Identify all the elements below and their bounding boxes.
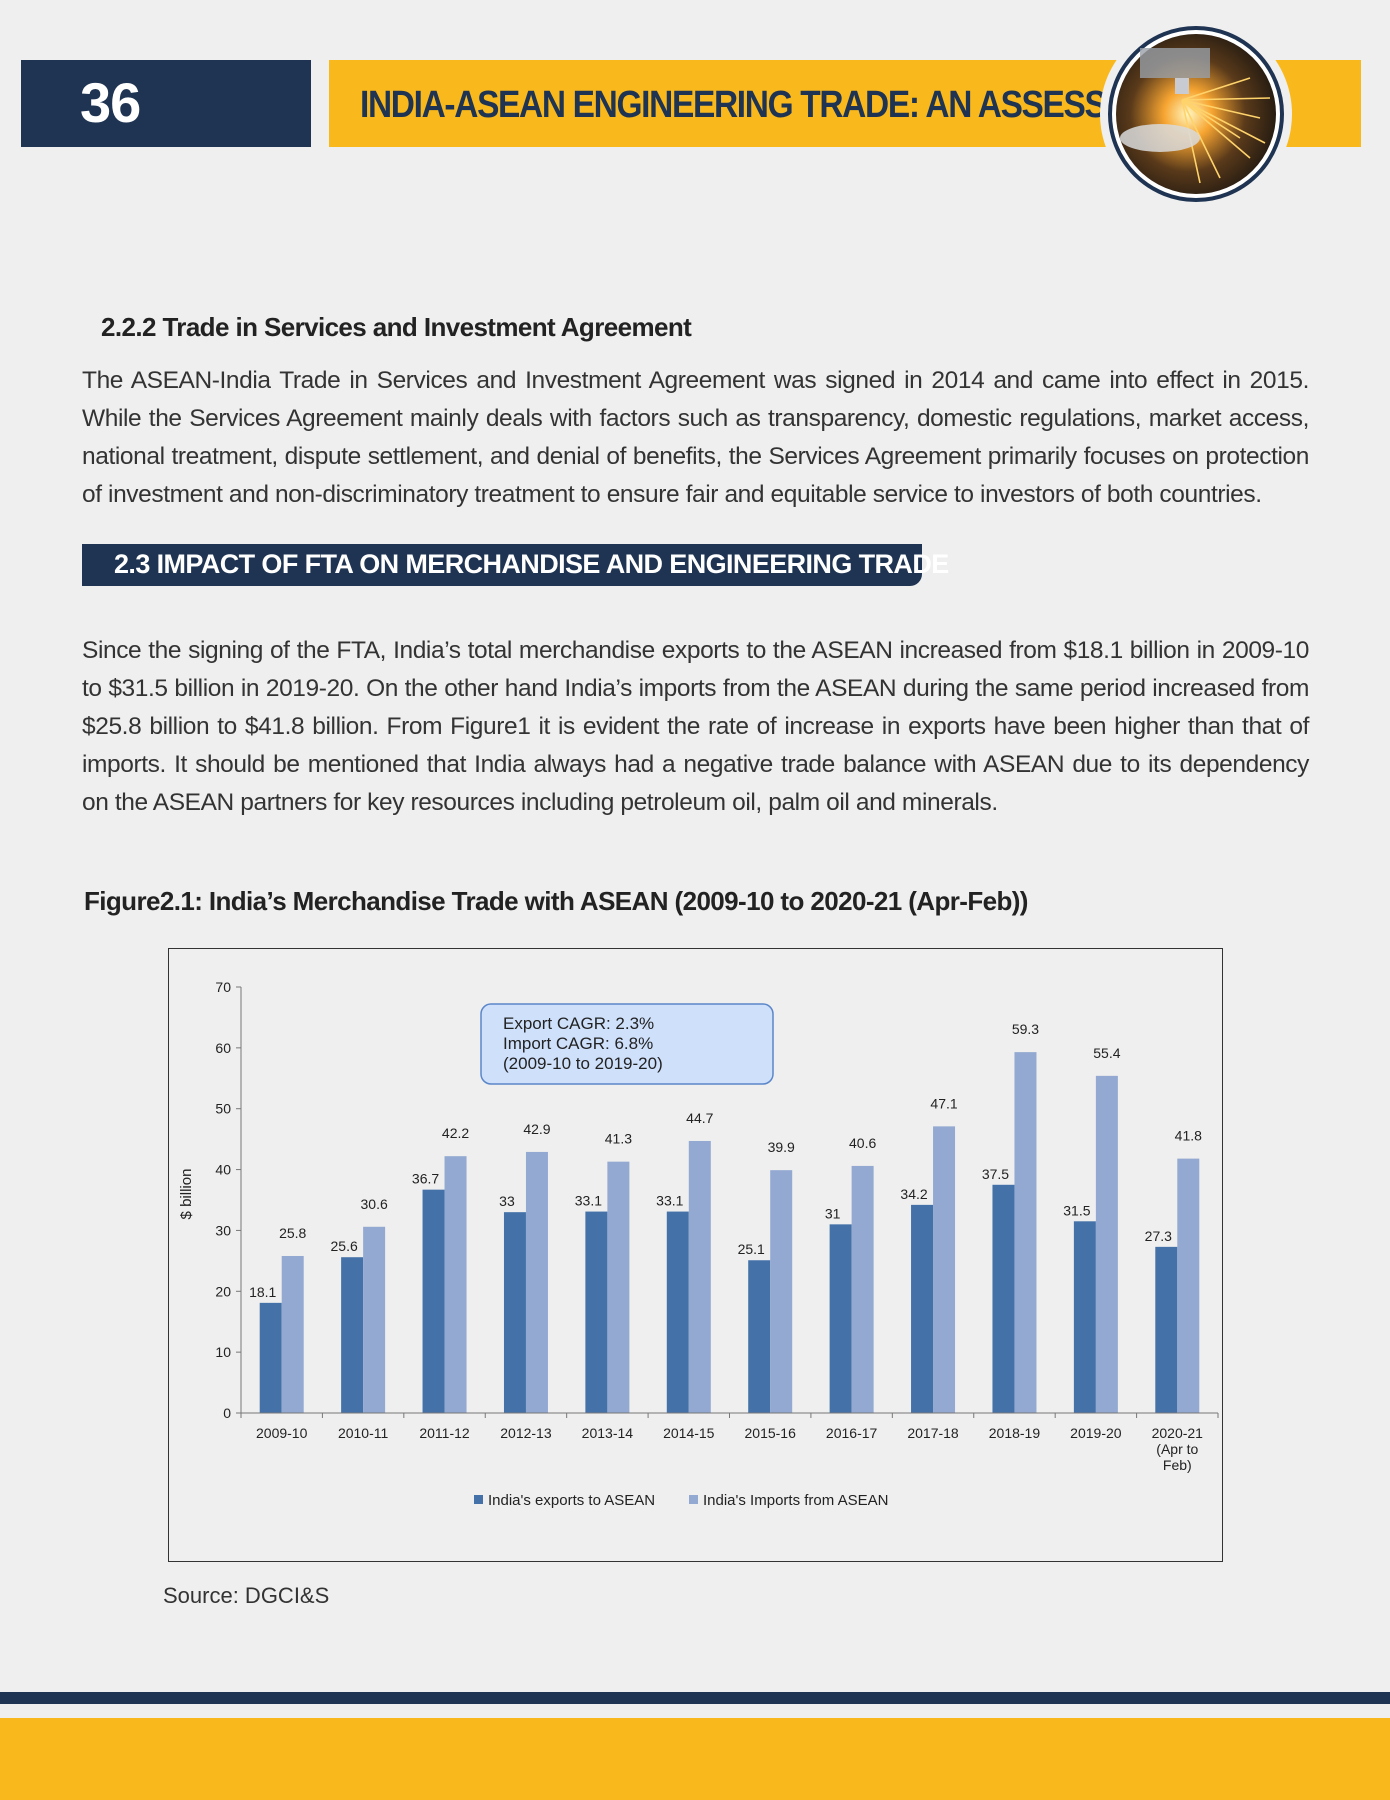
figure-source: Source: DGCI&S <box>163 1583 330 1608</box>
section-body-2-2-2: The ASEAN-India Trade in Services and In… <box>82 367 1309 508</box>
x-tick-label: Feb) <box>1163 1457 1192 1473</box>
export-bar <box>503 1212 526 1413</box>
page-number: 36 <box>80 71 141 134</box>
data-label: 31 <box>825 1205 841 1221</box>
export-bar <box>911 1204 934 1413</box>
import-bar <box>688 1140 711 1413</box>
import-bar <box>851 1165 874 1413</box>
x-tick-label: 2009-10 <box>256 1425 308 1441</box>
bar-series: 18.1 25.8 25.6 30.6 36.7 42.2 33 42.9 33.1 41.3 33… <box>249 1021 1202 1413</box>
annotation-line: Import CAGR: 6.8% <box>503 1034 653 1053</box>
x-tick-label: (Apr to <box>1156 1441 1198 1457</box>
figure-title: Figure2.1: India’s Merchandise Trade wit… <box>84 886 1028 916</box>
data-label: 44.7 <box>686 1110 713 1126</box>
x-tick-label: 2017-18 <box>907 1425 959 1441</box>
export-bar <box>422 1189 445 1413</box>
x-axis: 2009-10 2010-11 2011-12 2012-13 2013-14 2014-… <box>240 1412 1219 1473</box>
page-title: INDIA-ASEAN ENGINEERING TRADE: AN ASSESS… <box>360 84 1196 126</box>
export-bar <box>1073 1221 1096 1413</box>
data-label: 34.2 <box>900 1186 927 1202</box>
data-label: 25.8 <box>279 1225 306 1241</box>
import-bar <box>444 1156 467 1413</box>
x-tick-label: 2020-21 <box>1152 1425 1204 1441</box>
import-bar <box>281 1255 304 1413</box>
import-bar <box>1095 1075 1118 1413</box>
import-bar <box>1014 1052 1037 1413</box>
bar-chart: 0 10 20 30 40 50 60 70 18.1 25.8 25.6 30.6 36.7 42.2… <box>178 979 1219 1509</box>
annotation-line: Export CAGR: 2.3% <box>503 1014 654 1033</box>
x-tick-label: 2010-11 <box>338 1425 389 1441</box>
y-tick-label: 30 <box>215 1222 231 1238</box>
y-axis: 0 10 20 30 40 50 60 70 <box>215 979 242 1421</box>
legend: India's exports to ASEAN India's Imports … <box>474 1492 888 1509</box>
x-tick-label: 2011-12 <box>419 1425 470 1441</box>
data-label: 27.3 <box>1145 1228 1172 1244</box>
x-tick-label: 2014-15 <box>663 1425 715 1441</box>
y-tick-label: 40 <box>215 1162 231 1178</box>
y-tick-label: 10 <box>215 1344 231 1360</box>
section-heading-2-3: 2.3 IMPACT OF FTA ON MERCHANDISE AND ENG… <box>114 549 949 579</box>
laser-cutting-sparks-icon <box>1100 18 1292 210</box>
data-label: 55.4 <box>1093 1045 1120 1061</box>
section-banner-2-3 <box>82 544 922 586</box>
import-bar <box>363 1226 386 1413</box>
footer-rule <box>0 1692 1390 1704</box>
data-label: 31.5 <box>1063 1202 1090 1218</box>
data-label: 33 <box>499 1193 515 1209</box>
data-label: 25.6 <box>331 1238 358 1254</box>
data-label: 36.7 <box>412 1171 439 1187</box>
data-label: 42.9 <box>523 1121 550 1137</box>
import-bar <box>607 1161 630 1413</box>
annotation-line: (2009-10 to 2019-20) <box>503 1054 663 1073</box>
import-bar <box>525 1151 548 1413</box>
export-bar <box>992 1184 1015 1413</box>
import-bar <box>770 1170 793 1413</box>
x-tick-label: 2012-13 <box>500 1425 552 1441</box>
legend-swatch-exports <box>474 1495 483 1504</box>
import-bar <box>1177 1158 1200 1413</box>
data-label: 37.5 <box>982 1166 1009 1182</box>
section-heading-2-2-2: 2.2.2 Trade in Services and Investment A… <box>101 312 692 342</box>
data-label: 41.8 <box>1175 1128 1202 1144</box>
data-label: 18.1 <box>249 1284 276 1300</box>
y-tick-label: 60 <box>215 1040 231 1056</box>
section-body-2-3: Since the signing of the FTA, India’s to… <box>82 637 1309 816</box>
y-tick-label: 70 <box>215 979 231 995</box>
y-tick-label: 50 <box>215 1101 231 1117</box>
data-label: 41.3 <box>605 1131 632 1147</box>
data-label: 30.6 <box>361 1196 388 1212</box>
footer-band <box>0 1718 1390 1800</box>
export-bar <box>259 1302 282 1413</box>
annotation-box <box>480 1003 774 1085</box>
y-tick-label: 20 <box>215 1283 231 1299</box>
data-label: 33.1 <box>656 1193 683 1209</box>
export-bar <box>666 1211 689 1413</box>
export-bar <box>829 1224 852 1413</box>
data-label: 40.6 <box>849 1135 876 1151</box>
import-bar <box>933 1126 956 1413</box>
data-label: 39.9 <box>768 1139 795 1155</box>
data-label: 33.1 <box>575 1193 602 1209</box>
legend-label-imports: India's Imports from ASEAN <box>703 1492 888 1509</box>
x-tick-label: 2015-16 <box>745 1425 797 1441</box>
data-label: 59.3 <box>1012 1021 1039 1037</box>
x-tick-label: 2016-17 <box>826 1425 878 1441</box>
export-bar <box>585 1211 608 1413</box>
chart-frame: 0 10 20 30 40 50 60 70 18.1 25.8 25.6 30.6 36.7 42.2… <box>168 948 1223 1562</box>
data-label: 47.1 <box>930 1095 957 1111</box>
cagr-annotation: Export CAGR: 2.3%Import CAGR: 6.8%(2009-… <box>480 1003 774 1085</box>
data-label: 25.1 <box>738 1241 765 1257</box>
x-tick-label: 2018-19 <box>989 1425 1041 1441</box>
page-number-box <box>21 60 311 147</box>
y-axis-label: $ billion <box>178 1169 195 1220</box>
legend-swatch-imports <box>689 1495 698 1504</box>
y-tick-label: 0 <box>223 1405 231 1421</box>
legend-label-exports: India's exports to ASEAN <box>488 1492 655 1509</box>
x-tick-label: 2013-14 <box>582 1425 634 1441</box>
export-bar <box>341 1257 364 1413</box>
x-tick-label: 2019-20 <box>1070 1425 1122 1441</box>
export-bar <box>1155 1246 1178 1413</box>
export-bar <box>748 1260 771 1413</box>
data-label: 42.2 <box>442 1125 469 1141</box>
